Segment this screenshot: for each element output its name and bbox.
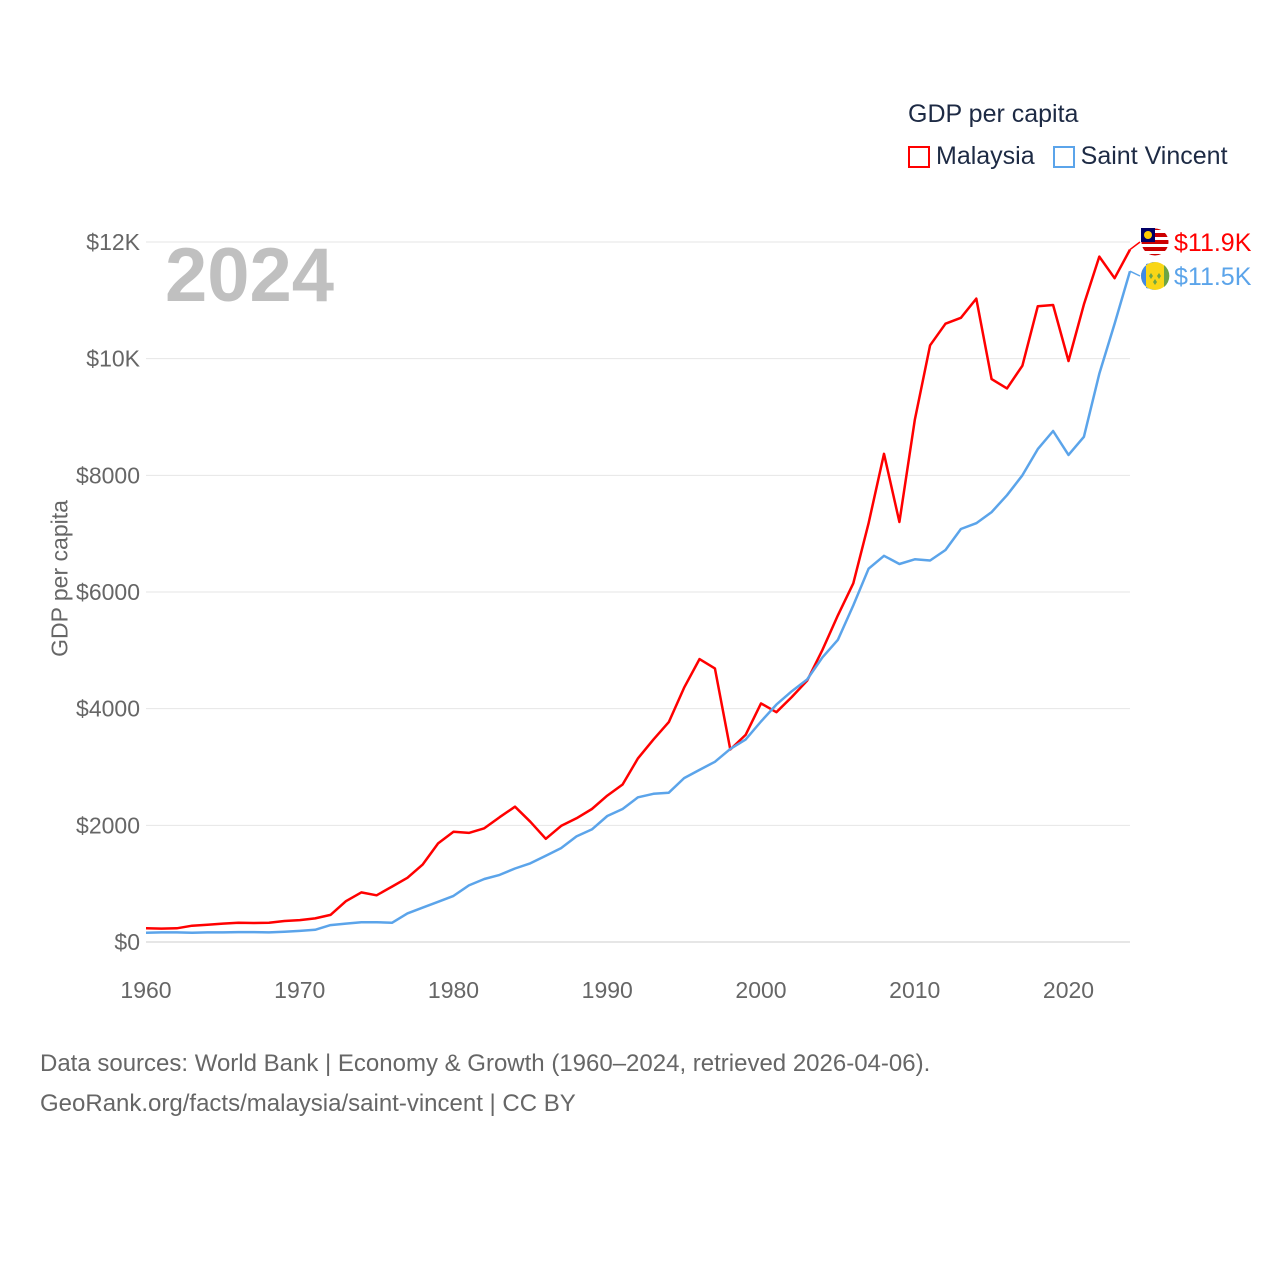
y-tick-label: $12K (86, 229, 140, 255)
flag-stripe (1141, 244, 1169, 247)
x-tick-label: 2000 (735, 977, 786, 1003)
flag-stripe (1141, 251, 1169, 254)
flag-green-band (1164, 265, 1170, 287)
footer: Data sources: World Bank | Economy & Gro… (40, 1044, 930, 1124)
y-tick-label: $2000 (76, 812, 140, 838)
x-tick-label: 1970 (274, 977, 325, 1003)
x-tick-label: 1960 (120, 977, 171, 1003)
x-tick-label: 2020 (1043, 977, 1094, 1003)
legend-swatch (1052, 145, 1075, 168)
y-tick-label: $10K (86, 346, 140, 372)
x-tick-label: 2010 (889, 977, 940, 1003)
data-source-text: Data sources: World Bank | Economy & Gro… (40, 1050, 931, 1077)
flag-diamonds (1149, 273, 1161, 285)
legend-item-malaysia[interactable]: Malaysia (908, 142, 1035, 171)
y-tick-label: $6000 (76, 579, 140, 605)
legend-title: GDP per capita (908, 100, 1079, 128)
x-tick-label: 1990 (582, 977, 633, 1003)
flag-blue-band (1141, 262, 1155, 290)
saint-vincent-flag-icon (1141, 262, 1169, 290)
legend: Malaysia Saint Vincent (908, 142, 1228, 171)
y-tick-label: $8000 (76, 462, 140, 488)
end-label-connector (1129, 241, 1141, 251)
legend-swatch (908, 145, 930, 168)
end-value-label: $11.9K (1174, 229, 1252, 257)
end-value-label: $11.5K (1174, 263, 1252, 291)
series-line-malaysia (145, 249, 1132, 930)
series-line-saint-vincent (145, 270, 1132, 934)
flag-crescent (1144, 231, 1152, 239)
y-tick-label: $4000 (76, 696, 140, 722)
y-tick-label: $0 (114, 929, 140, 955)
attribution-link[interactable]: GeoRank.org/facts/malaysia/saint-vincent… (40, 1090, 576, 1117)
legend-label: Malaysia (936, 142, 1035, 170)
end-label-connector (1129, 270, 1141, 277)
year-label: 2024 (165, 233, 335, 318)
y-axis-label: GDP per capita (46, 500, 73, 657)
x-tick-label: 1980 (428, 977, 479, 1003)
legend-item-saint-vincent[interactable]: Saint Vincent (1052, 142, 1228, 171)
legend-label: Saint Vincent (1080, 142, 1228, 170)
